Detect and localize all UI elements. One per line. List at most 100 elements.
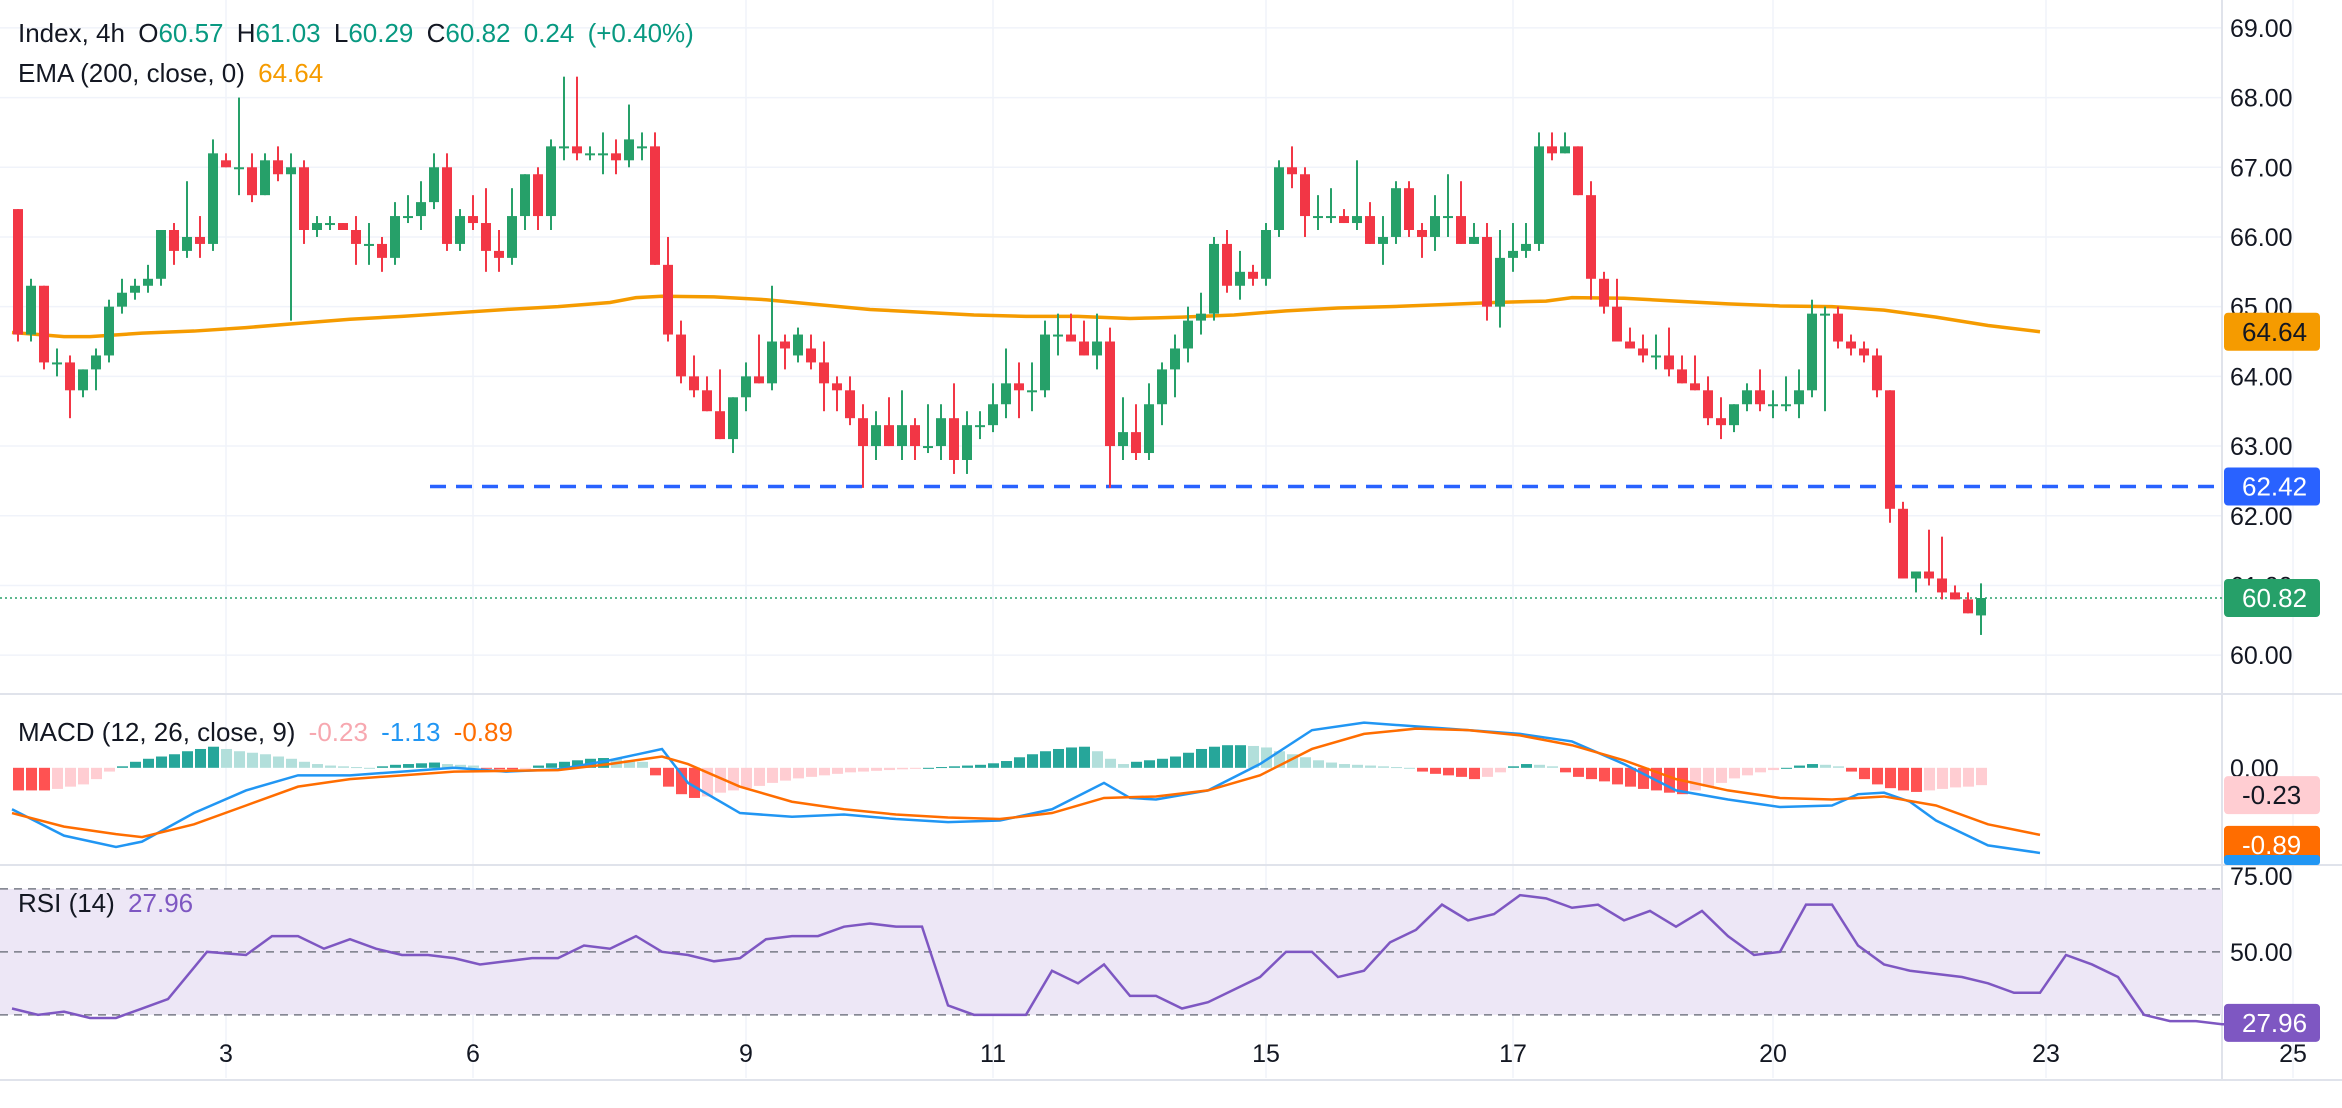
candle-body: [871, 425, 881, 447]
macd-histogram-bar: [1027, 754, 1038, 768]
candle-body: [1482, 236, 1492, 307]
candle-body: [1131, 432, 1141, 454]
macd-histogram-bar: [1079, 746, 1090, 768]
macd-histogram-bar: [1937, 767, 1948, 789]
macd-histogram-bar: [325, 765, 336, 768]
candle-body: [1274, 167, 1284, 230]
macd-histogram-bar: [1456, 767, 1467, 777]
macd-histogram-bar: [169, 754, 180, 768]
macd-histogram-bar: [1508, 766, 1519, 768]
candle-body: [1235, 271, 1245, 286]
candle-body: [806, 348, 816, 363]
candle-body: [949, 418, 959, 460]
candle-body: [1092, 341, 1102, 356]
macd-histogram-bar: [754, 767, 765, 786]
macd-histogram-bar: [949, 766, 960, 768]
macd-histogram-bar: [273, 756, 284, 768]
candle-body: [169, 230, 179, 251]
macd-histogram-bar: [455, 764, 466, 768]
macd-histogram-bar: [1183, 752, 1194, 768]
candle-body: [1326, 216, 1336, 219]
macd-histogram-bar: [1807, 764, 1818, 768]
macd-histogram-bar: [26, 767, 37, 791]
macd-histogram-bar: [39, 767, 50, 791]
macd-histogram-bar: [1430, 767, 1441, 774]
high-value: 61.03: [255, 18, 321, 48]
time-axis-tick-label: 20: [1759, 1040, 1787, 1068]
candle-body: [429, 167, 439, 203]
macd-histogram-bar: [702, 767, 713, 797]
macd-histogram-bar: [624, 760, 635, 768]
macd-histogram-bar: [1105, 758, 1116, 768]
price-axis-tick-label: 67.00: [2230, 154, 2293, 182]
ema-price-tag-bg: [2224, 312, 2320, 351]
macd-histogram-bar: [1755, 767, 1766, 773]
ema-legend: EMA (200, close, 0) 64.64: [18, 58, 329, 89]
candle-body: [741, 376, 751, 398]
candle-body: [1885, 390, 1895, 509]
candle-body: [1495, 257, 1505, 307]
candle-body: [1846, 341, 1856, 349]
macd-histogram-bar: [1625, 767, 1636, 787]
time-axis-tick-label: 9: [739, 1040, 753, 1068]
macd-histogram-bar: [1404, 767, 1415, 769]
macd-histogram-bar: [923, 767, 934, 769]
time-axis-tick-label: 25: [2279, 1040, 2307, 1068]
candle-body: [1872, 355, 1882, 391]
candle-body: [1222, 243, 1232, 286]
macd-histogram-bar: [1391, 767, 1402, 769]
support-price-tag-bg: [2224, 467, 2320, 506]
macd-histogram-bar: [195, 748, 206, 768]
candle-body: [533, 174, 543, 217]
symbol-title: Index, 4h: [18, 18, 125, 48]
candle-body: [819, 362, 829, 384]
candle-body: [975, 425, 985, 428]
macd-histogram-bar: [845, 767, 856, 773]
candle-body: [78, 369, 88, 391]
candle-body: [1560, 146, 1570, 154]
macd-histogram-bar: [689, 767, 700, 798]
candle-body: [1391, 188, 1401, 237]
candle-body: [1508, 250, 1518, 258]
macd-hist-tag-bg: [2224, 776, 2320, 815]
candle-body: [962, 425, 972, 460]
candle-body: [1833, 313, 1843, 342]
price-axis-tick-label: 60.00: [2230, 642, 2293, 670]
macd-histogram-bar: [156, 756, 167, 768]
rsi-line: [11, 893, 2301, 1029]
macd-histogram-bar: [1092, 751, 1103, 768]
candle-body: [624, 139, 634, 161]
candle-body: [676, 334, 686, 377]
macd-histogram-bar: [1586, 767, 1597, 780]
price-axis-tick-label: 62.00: [2230, 503, 2293, 531]
close-label: C: [426, 18, 446, 48]
macd-histogram-bar: [897, 767, 908, 770]
macd-histogram-bar: [715, 767, 726, 793]
candle-body: [1456, 216, 1466, 244]
macd-histogram-bar: [728, 767, 739, 791]
macd-histogram-bar: [221, 748, 232, 768]
macd-histogram-bar: [1534, 764, 1545, 768]
macd-line: [11, 721, 2041, 855]
candle-body: [1599, 278, 1609, 307]
candle-body: [1521, 243, 1531, 251]
candle-body: [1729, 404, 1739, 426]
macd-histogram-bar: [1326, 762, 1337, 768]
candle-body: [208, 153, 218, 244]
candle-body: [897, 425, 907, 447]
macd-legend: MACD (12, 26, close, 9) -0.23 -1.13 -0.8…: [18, 717, 519, 748]
macd-histogram-bar: [871, 767, 882, 771]
macd-histogram-bar: [1820, 764, 1831, 768]
candle-body: [221, 160, 231, 168]
macd-histogram-bar: [364, 767, 375, 769]
time-axis-tick-label: 11: [980, 1040, 1006, 1068]
macd-histogram-bar: [403, 764, 414, 768]
macd-histogram-bar: [260, 754, 271, 768]
macd-histogram-bar: [1274, 751, 1285, 768]
rsi-legend: RSI (14) 27.96: [18, 888, 199, 919]
macd-histogram-bar: [507, 767, 518, 770]
macd-histogram-bar: [1794, 765, 1805, 768]
candle-body: [1287, 167, 1297, 175]
macd-histogram-bar: [1963, 767, 1974, 787]
